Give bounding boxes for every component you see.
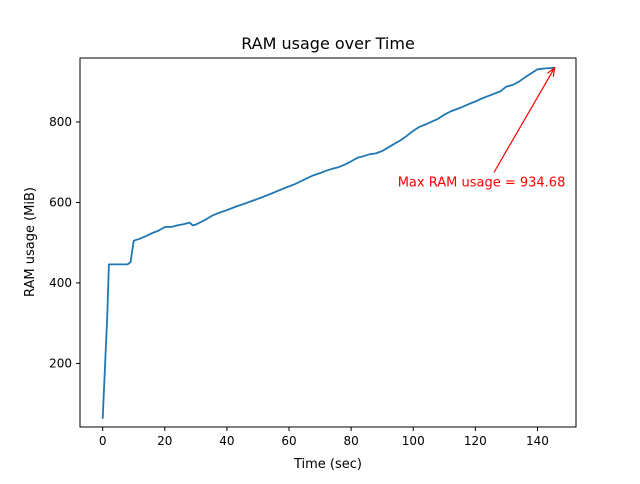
y-axis-label: RAM usage (MiB) [23,187,38,297]
x-tick-label: 100 [402,434,425,448]
x-tick-label: 0 [99,434,107,448]
y-tick-label: 600 [49,195,72,209]
y-tick-label: 400 [49,276,72,290]
chart-title: RAM usage over Time [241,34,415,53]
x-tick-label: 20 [157,434,172,448]
ram-usage-line [101,66,556,420]
y-tick-label: 800 [49,115,72,129]
annotation-label: Max RAM usage = 934.68 [398,175,566,190]
plot-area [80,58,576,427]
x-tick-label: 80 [343,434,358,448]
chart-content: 0 20 40 60 80 100 120 140 200 400 600 800 Max RAM us… [49,66,566,448]
x-tick-label: 40 [219,434,234,448]
x-tick-label: 60 [281,434,296,448]
x-tick-label: 140 [526,434,549,448]
plot-frame [79,57,577,428]
x-tick-label: 120 [464,434,487,448]
y-tick-label: 200 [49,356,72,370]
x-axis-label: Time (sec) [293,457,362,472]
annotation-arrow-shaft [493,67,556,173]
annotation-arrow-head [547,66,556,77]
